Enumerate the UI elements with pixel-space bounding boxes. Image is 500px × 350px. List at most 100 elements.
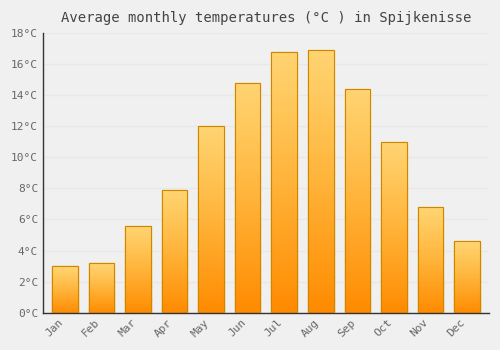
Bar [272,104,297,107]
Bar [418,265,443,266]
Bar [418,264,443,265]
Bar [235,146,260,149]
Bar [272,179,297,182]
Bar [88,269,114,270]
Bar [88,281,114,282]
Bar [381,206,406,208]
Bar [272,280,297,283]
Bar [308,50,334,54]
Bar [52,283,78,284]
Bar [454,244,480,245]
Bar [418,244,443,245]
Bar [344,203,370,206]
Bar [162,196,188,198]
Bar [88,292,114,293]
Bar [381,146,406,148]
Bar [162,282,188,284]
Bar [454,246,480,247]
Bar [418,245,443,247]
Bar [418,223,443,224]
Bar [198,182,224,184]
Bar [198,257,224,259]
Bar [125,266,151,267]
Bar [52,281,78,282]
Bar [454,286,480,287]
Bar [235,244,260,247]
Bar [308,263,334,267]
Bar [235,106,260,109]
Bar [454,296,480,298]
Bar [344,111,370,114]
Bar [381,227,406,229]
Bar [88,298,114,299]
Bar [125,226,151,313]
Bar [308,289,334,293]
Bar [308,158,334,162]
Bar [235,215,260,218]
Bar [88,290,114,291]
Bar [125,308,151,309]
Bar [198,285,224,287]
Bar [272,81,297,84]
Bar [125,258,151,259]
Bar [162,208,188,210]
Bar [272,293,297,296]
Bar [198,310,224,313]
Bar [381,240,406,242]
Bar [418,237,443,239]
Bar [88,291,114,292]
Bar [88,302,114,303]
Bar [125,274,151,276]
Bar [125,228,151,229]
Bar [344,231,370,235]
Bar [344,243,370,246]
Bar [454,303,480,304]
Bar [454,294,480,295]
Bar [418,234,443,236]
Bar [308,116,334,119]
Bar [272,218,297,221]
Bar [272,110,297,114]
Bar [235,117,260,120]
Bar [52,304,78,305]
Bar [454,250,480,251]
Bar [88,295,114,296]
Bar [235,298,260,301]
Bar [235,172,260,175]
Bar [308,227,334,231]
Bar [88,267,114,268]
Bar [454,311,480,312]
Bar [381,193,406,195]
Bar [272,117,297,120]
Bar [88,296,114,297]
Bar [88,265,114,266]
Bar [162,266,188,268]
Bar [88,263,114,313]
Bar [308,188,334,191]
Bar [198,168,224,170]
Bar [344,310,370,313]
Bar [125,272,151,273]
Bar [344,296,370,299]
Bar [198,156,224,159]
Bar [344,268,370,271]
Bar [381,244,406,246]
Bar [52,269,78,270]
Bar [272,198,297,202]
Bar [272,55,297,58]
Bar [198,189,224,191]
Bar [272,257,297,260]
Bar [88,305,114,306]
Bar [381,197,406,199]
Bar [125,276,151,278]
Bar [308,152,334,155]
Bar [88,294,114,295]
Bar [235,94,260,97]
Bar [52,280,78,281]
Bar [88,302,114,303]
Bar [125,296,151,297]
Bar [162,248,188,250]
Bar [381,229,406,232]
Bar [52,297,78,298]
Bar [88,278,114,279]
